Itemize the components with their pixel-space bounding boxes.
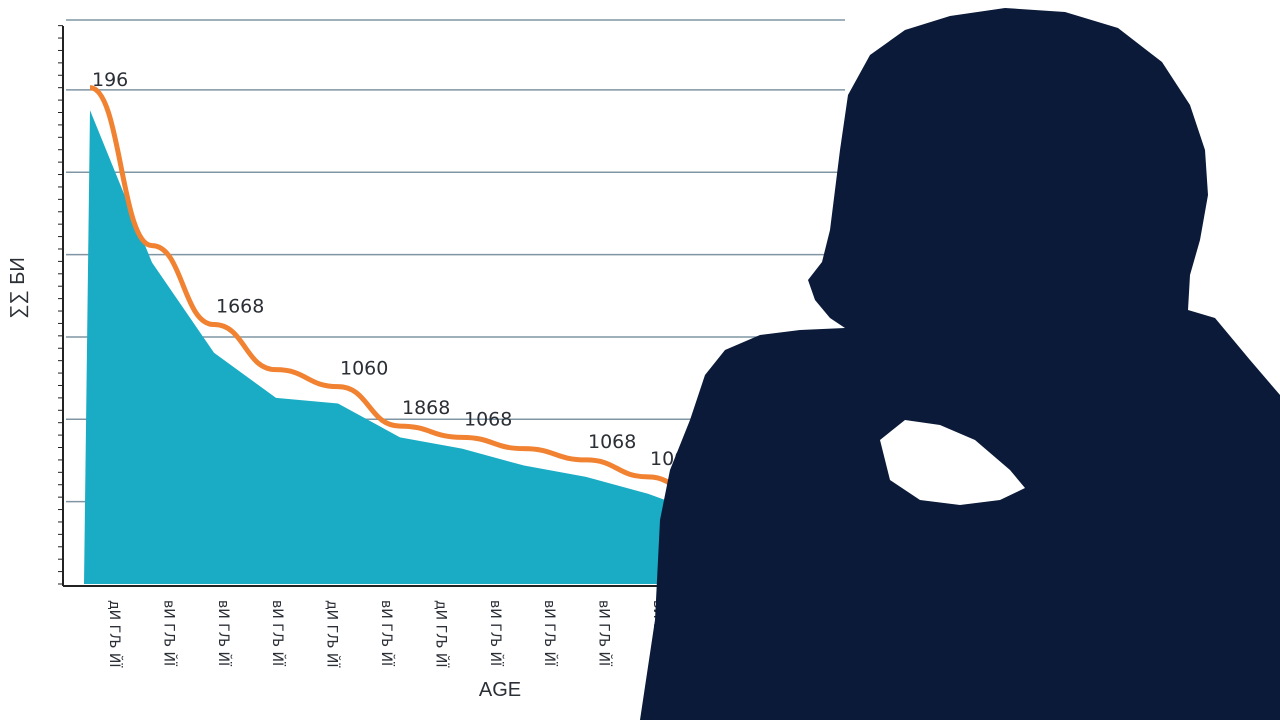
x-tick-label: вИ ГЉ ЙЇ [378, 600, 396, 667]
y-axis-title: ∑∑ БИ [7, 257, 29, 319]
data-label: 1868 [402, 397, 450, 419]
x-tick-label: дИ ГЉ ЙЇ [324, 600, 342, 668]
data-label: 1068 [464, 408, 512, 430]
data-label: 1068 [588, 431, 636, 453]
x-tick-label: вИ ГЉ ЙЇ [487, 600, 505, 667]
x-tick-label: вИ ГЉ ЙЇ [269, 600, 287, 667]
chin-gap [880, 420, 1025, 505]
person-silhouette [640, 8, 1280, 720]
x-tick-label: дИ ГЉ ЙЇ [106, 600, 124, 668]
x-tick-label: вИ ГЉ ЙЇ [215, 600, 233, 667]
data-label: 1060 [340, 358, 388, 380]
x-tick-label: вИ ГЉ ЙЇ [596, 600, 614, 667]
x-tick-label: вИ ГЉ ЙЇ [541, 600, 559, 667]
data-label: 196 [92, 69, 128, 91]
x-tick-label: дИ ГЉ ЙЇ [432, 600, 450, 668]
x-axis-title: AGE [479, 679, 521, 701]
series-area [84, 110, 834, 585]
x-tick-label: вИ ГЉ ЙЇ [160, 600, 178, 667]
data-label: 1668 [216, 296, 264, 318]
